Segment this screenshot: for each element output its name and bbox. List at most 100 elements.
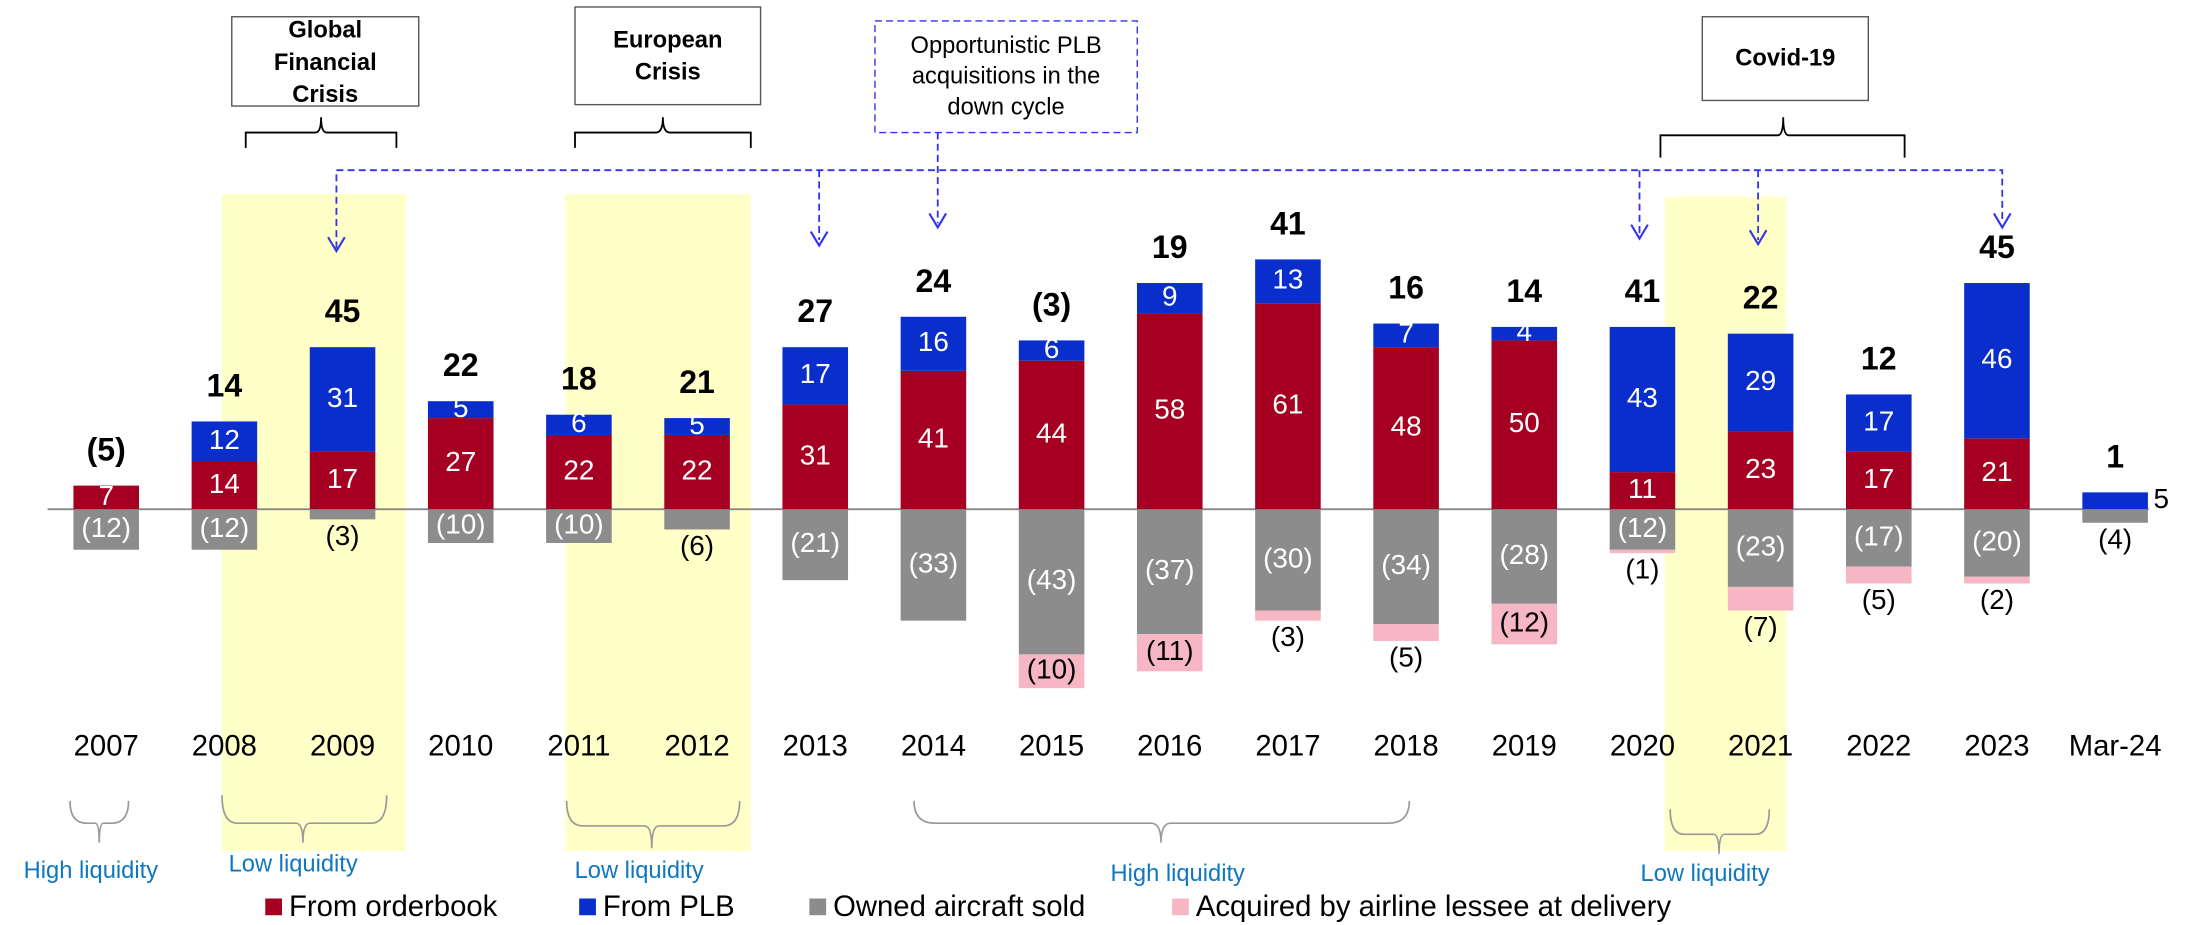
bar-segment <box>900 509 967 621</box>
data-label: (12) <box>81 512 131 543</box>
crisis-box <box>1701 16 1870 102</box>
brace <box>913 800 1411 843</box>
bar-segment <box>546 434 612 510</box>
data-label: 5 <box>2153 483 2169 514</box>
data-label: (43) <box>1027 564 1077 595</box>
data-label: 14 <box>209 468 240 499</box>
bar-segment <box>900 370 967 510</box>
x-tick-label: 2014 <box>901 730 966 763</box>
total-label: (5) <box>87 432 126 468</box>
brace <box>69 800 130 843</box>
legend-swatch <box>1172 898 1189 916</box>
bar-segment <box>1491 603 1558 645</box>
x-tick-label: 2015 <box>1019 730 1084 763</box>
bar-segment <box>1373 347 1439 510</box>
data-label: 6 <box>571 407 587 438</box>
bar-segment <box>1609 509 1676 550</box>
bar-segment <box>73 509 140 550</box>
data-label: (21) <box>790 527 840 558</box>
bar-segment <box>664 418 730 435</box>
bar-segment <box>1845 451 1912 510</box>
x-tick-label: 2020 <box>1610 730 1675 763</box>
bar-segment <box>1018 654 1085 689</box>
bar-segment <box>1018 509 1085 655</box>
bar-segment <box>1727 586 1794 611</box>
data-label: 13 <box>1272 264 1303 295</box>
bracket <box>244 117 398 148</box>
bar-segment <box>900 316 967 371</box>
data-label: (30) <box>1263 542 1313 573</box>
crisis-text: Covid-19 <box>1735 44 1836 72</box>
total-label: 45 <box>1979 229 2015 265</box>
crisis-box <box>231 16 420 107</box>
bar-segment <box>427 509 494 544</box>
data-label: 4 <box>1517 316 1533 347</box>
x-tick-label: 2013 <box>783 730 848 763</box>
data-label: (10) <box>554 508 604 539</box>
liquidity-labels: High liquidity Low liquidity Low liquidi… <box>24 851 1770 887</box>
x-tick-label: 2019 <box>1492 730 1557 763</box>
bar-segment <box>1609 326 1676 473</box>
data-label: 50 <box>1509 407 1540 438</box>
bar-segment <box>1727 509 1794 587</box>
data-label: 17 <box>1863 406 1894 437</box>
bar-segment <box>664 509 730 530</box>
total-label: 14 <box>207 367 243 403</box>
x-tick-label: 2011 <box>547 730 610 763</box>
bracket <box>1659 117 1906 158</box>
bar-segment <box>1609 549 1676 554</box>
data-label: (37) <box>1145 554 1195 585</box>
data-label: 7 <box>98 480 114 511</box>
brace <box>221 795 388 843</box>
arrow-line <box>335 169 2004 249</box>
data-label: (23) <box>1736 530 1786 561</box>
bar-segment <box>1845 509 1912 567</box>
data-label: (5) <box>1862 584 1896 615</box>
legend-label: Owned aircraft sold <box>833 890 1085 923</box>
bar-segment <box>1845 394 1912 452</box>
x-tick-label: 2016 <box>1137 730 1202 763</box>
data-label: 23 <box>1745 453 1776 484</box>
bar-segment <box>1964 283 2030 439</box>
brace <box>565 800 741 849</box>
liquidity-label: Low liquidity <box>229 851 358 877</box>
data-label: 12 <box>209 424 240 455</box>
data-label: 22 <box>563 454 594 485</box>
bar-segment <box>546 414 612 435</box>
total-label: 1 <box>2106 438 2124 474</box>
bar-segment <box>782 509 849 581</box>
total-label: 41 <box>1625 273 1661 309</box>
data-label: (11) <box>1146 635 1194 666</box>
data-label: 41 <box>918 422 949 453</box>
data-label: 17 <box>800 358 831 389</box>
arrow-head <box>1992 212 2012 230</box>
bar-segment <box>1964 509 2030 577</box>
total-label: 18 <box>561 361 597 397</box>
legend-label: Acquired by airline lessee at delivery <box>1196 890 1672 923</box>
x-tick-label: 2021 <box>1728 730 1793 763</box>
crisis-text: European Crisis <box>613 26 723 86</box>
data-label: 29 <box>1745 365 1776 396</box>
bar-segment <box>1727 431 1794 510</box>
bar-segment <box>427 418 494 510</box>
data-label: 9 <box>1162 281 1178 312</box>
legend-swatch <box>579 898 596 916</box>
liquidity-label: High liquidity <box>1111 861 1246 887</box>
data-label: (12) <box>200 512 250 543</box>
crisis-box <box>574 6 762 106</box>
legend-swatch <box>809 898 827 916</box>
bar-segment <box>1136 283 1203 314</box>
data-label: 31 <box>800 439 831 470</box>
data-label: (3) <box>1271 621 1305 652</box>
data-label: 31 <box>327 382 358 413</box>
brace <box>1669 809 1771 854</box>
x-tick-label: 2009 <box>310 730 375 763</box>
bar-segment <box>309 347 376 452</box>
data-label: (34) <box>1381 549 1431 580</box>
note-text: Opportunistic PLB acquisitions in the do… <box>910 32 1102 120</box>
bracket <box>574 117 752 148</box>
bar-segment <box>1491 326 1558 341</box>
data-label: 48 <box>1391 411 1422 442</box>
total-label: 14 <box>1506 273 1542 309</box>
note-label: Opportunistic PLB acquisitions in the do… <box>910 32 1102 120</box>
